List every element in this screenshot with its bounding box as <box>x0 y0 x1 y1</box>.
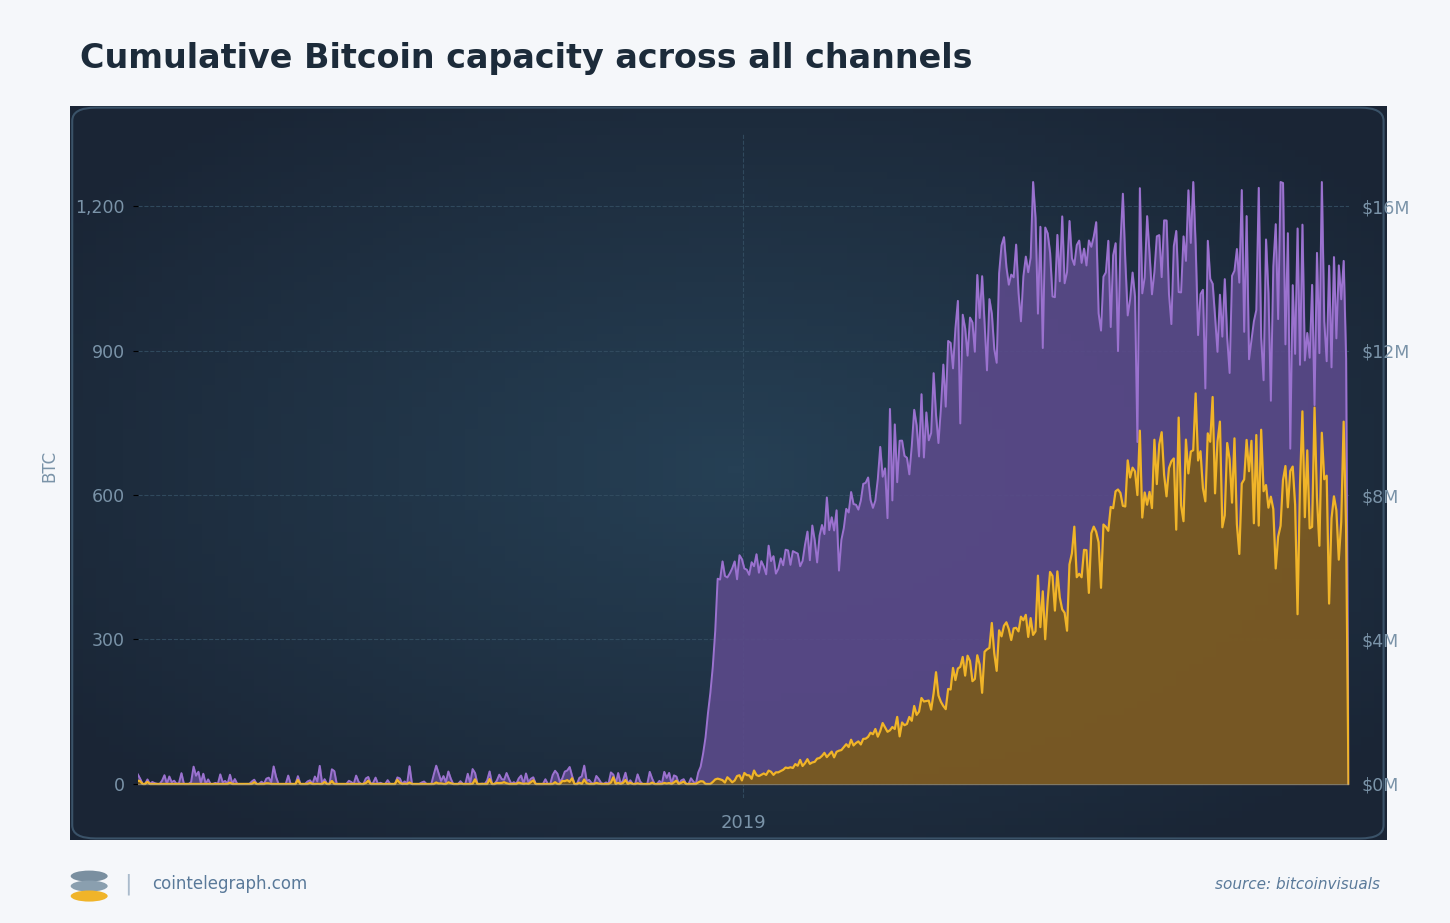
Text: |: | <box>123 873 132 895</box>
Ellipse shape <box>71 891 107 902</box>
Ellipse shape <box>71 870 107 881</box>
Text: source: bitcoinvisuals: source: bitcoinvisuals <box>1215 877 1380 892</box>
Y-axis label: BTC: BTC <box>41 450 58 482</box>
Ellipse shape <box>71 881 107 892</box>
Text: cointelegraph.com: cointelegraph.com <box>152 875 307 893</box>
Text: Cumulative Bitcoin capacity across all channels: Cumulative Bitcoin capacity across all c… <box>80 42 973 75</box>
